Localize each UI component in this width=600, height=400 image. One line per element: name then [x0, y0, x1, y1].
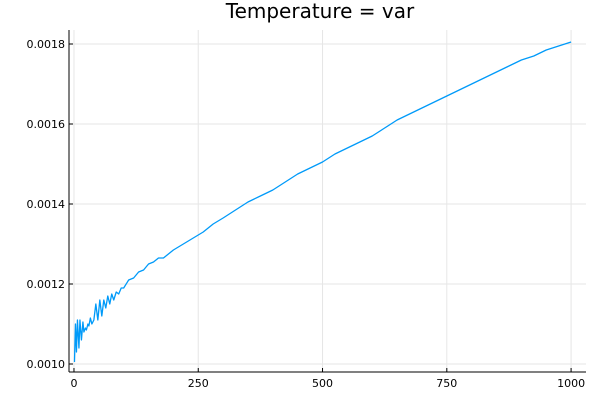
- y-tick-label: 0.0016: [27, 118, 66, 131]
- chart-title: Temperature = var: [225, 0, 415, 23]
- axes: [68, 30, 586, 373]
- x-tick-label: 0: [70, 377, 77, 390]
- y-tick-label: 0.0012: [27, 278, 66, 291]
- x-tick-label: 1000: [557, 377, 585, 390]
- x-tick-label: 250: [188, 377, 209, 390]
- y-tick-label: 0.0014: [27, 198, 66, 211]
- tick-labels: 0 250 500 750 1000 0.0010 0.0012 0.0014 0.0016 0.…: [27, 38, 586, 390]
- series-layer: [73, 41, 572, 363]
- x-tick-label: 500: [312, 377, 333, 390]
- x-tick-label: 750: [436, 377, 457, 390]
- grid: [69, 30, 586, 372]
- y-tick-label: 0.0018: [27, 38, 66, 51]
- y-tick-label: 0.0010: [27, 358, 66, 371]
- series-line: [73, 41, 572, 363]
